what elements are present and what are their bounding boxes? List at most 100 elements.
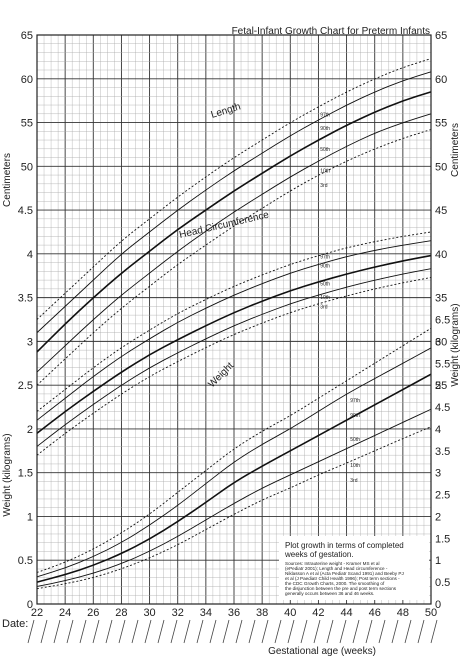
- y-tick-label-kg-left: 0.5: [18, 555, 33, 567]
- curve-head-circumference-90th: [36, 240, 432, 421]
- curve-head-circumference-50th: [36, 254, 432, 434]
- x-tick-label: 32: [172, 607, 184, 619]
- y-tick-label-kg-left: 4.5: [18, 205, 33, 217]
- date-slash: [222, 619, 230, 644]
- date-slash: [157, 619, 165, 644]
- date-entry-row: [27, 619, 438, 644]
- date-slash: [365, 619, 373, 644]
- x-tick-label: 28: [115, 607, 127, 619]
- y-axis-label-right-cm: Centimeters: [450, 123, 461, 177]
- percentile-label: 50th: [350, 437, 360, 443]
- y-tick-label-cm-right: 55: [435, 118, 447, 130]
- curve-weight-10th: [36, 408, 432, 587]
- curve-head-circumference-10th: [36, 268, 432, 447]
- sources-note: Plot growth in terms of completed weeks …: [279, 536, 429, 600]
- y-tick-label-kg-right: 4.5: [435, 402, 450, 414]
- y-tick-label-kg-right: 6: [435, 336, 441, 348]
- x-tick-label: 26: [87, 607, 99, 619]
- note-line: Plot growth in terms of completed: [285, 541, 404, 550]
- date-slash: [391, 619, 399, 644]
- curve-weight-90th: [36, 347, 432, 578]
- curve-length-3rd: [36, 129, 432, 386]
- y-tick-label-cm-right: 65: [435, 30, 447, 42]
- date-slash: [300, 619, 308, 644]
- curve-length-90th: [36, 71, 432, 333]
- percentile-label: 90th: [320, 126, 330, 132]
- percentile-labels: 97th 90th 50th 10th 3rd 97th 90th 50th 10th 3rd 97…: [320, 113, 360, 484]
- y-tick-label-kg-right: 4: [435, 424, 441, 436]
- date-slash: [170, 619, 178, 644]
- date-slash: [131, 619, 139, 644]
- date-slash: [53, 619, 61, 644]
- y-tick-label-kg-right: 2: [435, 511, 441, 523]
- y-tick-label-kg-left: 0: [27, 599, 33, 611]
- date-slash: [430, 619, 438, 644]
- x-tick-label: 48: [397, 607, 409, 619]
- curve-weight-50th: [36, 373, 432, 583]
- note-background: [279, 536, 429, 600]
- date-slash: [118, 619, 126, 644]
- date-slash: [105, 619, 113, 644]
- growth-curves: [36, 58, 432, 590]
- y-tick-label-kg-left: 4: [27, 249, 33, 261]
- curve-length-50th: [36, 91, 432, 353]
- y-tick-label-cm-left: 55: [21, 118, 33, 130]
- percentile-label: 97th: [320, 254, 330, 260]
- y-tick-label-kg-left: 1.5: [18, 468, 33, 480]
- date-slash: [274, 619, 282, 644]
- curve-weight-97th: [36, 327, 432, 573]
- y-tick-label-cm-right: 40: [435, 249, 447, 261]
- date-slash: [404, 619, 412, 644]
- percentile-label: 50th: [320, 147, 330, 153]
- x-tick-label: 34: [200, 607, 212, 619]
- plot-frame: [36, 34, 432, 605]
- note-source-line: the disjunction between the pre and post…: [285, 586, 397, 591]
- y-tick-label-cm-left: 50: [21, 161, 33, 173]
- date-label: Date:: [2, 618, 28, 630]
- axes: 656055504.543.532.521.510.50656055504540…: [18, 30, 451, 619]
- y-tick-label-cm-right: 60: [435, 74, 447, 86]
- date-slash: [326, 619, 334, 644]
- x-tick-label: 46: [369, 607, 381, 619]
- note-source-line: Sources: Intrauterine weight - Kramer MS…: [285, 561, 379, 566]
- note-line: weeks of gestation.: [284, 550, 353, 559]
- date-slash: [196, 619, 204, 644]
- y-tick-label-cm-left: 60: [21, 74, 33, 86]
- curve-weight-3rd: [36, 426, 432, 590]
- x-tick-label: 30: [143, 607, 155, 619]
- curve-length-97th: [36, 58, 432, 320]
- percentile-label: 97th: [350, 398, 360, 404]
- x-axis-label: Gestational age (weeks): [268, 646, 376, 657]
- y-axis-label-left-kg: Weight (kilograms): [2, 433, 13, 516]
- date-slash: [235, 619, 243, 644]
- date-slash: [27, 619, 35, 644]
- date-slash: [417, 619, 425, 644]
- curve-head-circumference-97th: [36, 231, 432, 412]
- y-axis-label-left-cm: Centimeters: [2, 153, 13, 207]
- y-tick-label-kg-left: 3.5: [18, 293, 33, 305]
- x-tick-label: 36: [228, 607, 240, 619]
- x-tick-label: 38: [256, 607, 268, 619]
- y-tick-label-kg-left: 2: [27, 424, 33, 436]
- y-axis-label-right-kg: Weight (kilograms): [450, 303, 461, 386]
- date-slash: [66, 619, 74, 644]
- date-slash: [339, 619, 347, 644]
- date-slash: [40, 619, 48, 644]
- x-tick-label: 44: [340, 607, 352, 619]
- percentile-label: 97th: [320, 113, 330, 119]
- y-tick-label-cm-right: 35: [435, 293, 447, 305]
- percentile-label: 3rd: [320, 304, 327, 310]
- percentile-label: 50th: [320, 282, 330, 288]
- percentile-label: 3rd: [320, 183, 327, 189]
- x-tick-label: 24: [59, 607, 71, 619]
- y-tick-label-cm-right: 45: [435, 205, 447, 217]
- x-tick-label: 22: [31, 607, 43, 619]
- date-slash: [352, 619, 360, 644]
- percentile-label: 10th: [350, 463, 360, 469]
- x-tick-label: 42: [312, 607, 324, 619]
- date-slash: [79, 619, 87, 644]
- y-tick-label-kg-right: 5: [435, 380, 441, 392]
- y-tick-label-kg-right: 0.5: [435, 577, 450, 589]
- x-tick-label: 40: [284, 607, 296, 619]
- y-tick-label-kg-right: 3: [435, 468, 441, 480]
